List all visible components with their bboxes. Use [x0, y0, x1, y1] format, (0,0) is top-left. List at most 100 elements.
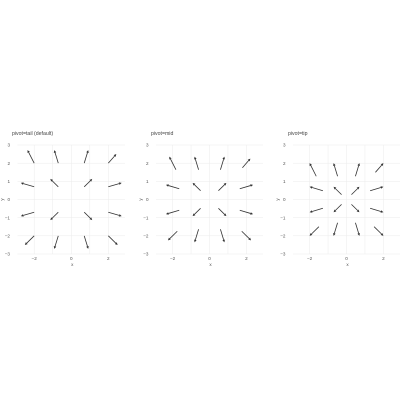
- y-tick-label: −2: [143, 233, 149, 238]
- arrow-head: [356, 186, 360, 190]
- y-tick-label: 3: [7, 143, 10, 148]
- arrow-head: [333, 163, 336, 167]
- arrow-head: [248, 237, 252, 241]
- arrow-head: [333, 209, 337, 213]
- y-tick-label: 2: [146, 161, 149, 166]
- grid: [293, 144, 400, 255]
- arrow-head: [192, 182, 196, 186]
- arrow-head: [194, 239, 197, 243]
- arrow-shaft: [51, 211, 59, 219]
- arrow-shaft: [310, 165, 317, 177]
- y-tick-label: 2: [7, 161, 10, 166]
- arrow-shaft: [108, 183, 120, 188]
- x-tick-label: 0: [208, 256, 211, 261]
- arrow-shaft: [83, 152, 88, 164]
- panel-tip: pivot=tip −3 −2 −1 0 1 2 3 −2 0 2 x y: [275, 131, 400, 267]
- y-tick-label: −2: [5, 233, 11, 238]
- arrow-shaft: [370, 187, 382, 192]
- y-tick-label: 3: [283, 143, 286, 148]
- arrow-shaft: [54, 152, 59, 164]
- arrows: [20, 150, 122, 249]
- arrow-head: [86, 150, 89, 153]
- arrow-head: [357, 163, 360, 167]
- arrow-shaft: [220, 229, 225, 241]
- arrow-head: [20, 182, 24, 185]
- arrow-shaft: [170, 158, 177, 170]
- x-tick-label: −2: [307, 256, 313, 261]
- arrow-shaft: [168, 209, 180, 214]
- arrow-shaft: [335, 204, 342, 211]
- y-tick-label: −3: [5, 252, 11, 257]
- y-tick-label: 1: [283, 179, 286, 184]
- x-tick-label: 0: [345, 256, 348, 261]
- panels-container: pivot=tail (default) −3 −2 −1 0 1 2 3 −2 0 2 x y pivo…: [0, 131, 400, 267]
- y-tick-label: 0: [283, 197, 286, 202]
- y-tick-label: 0: [146, 197, 149, 202]
- arrow-head: [356, 209, 360, 213]
- x-tick-label: −2: [170, 256, 176, 261]
- arrow-shaft: [335, 188, 342, 195]
- arrow-head: [333, 232, 336, 236]
- arrow-shaft: [351, 204, 358, 211]
- arrow-shaft: [194, 158, 199, 170]
- arrow-head: [118, 182, 122, 185]
- x-axis-label: x: [71, 262, 74, 267]
- arrow-shaft: [108, 211, 120, 216]
- arrow-head: [223, 213, 227, 217]
- arrow-head: [250, 212, 254, 215]
- arrow-head: [169, 156, 172, 160]
- arrow-head: [53, 150, 57, 153]
- y-tick-label: 1: [146, 179, 149, 184]
- arrow-shaft: [54, 235, 59, 247]
- arrow-shaft: [23, 183, 35, 188]
- arrow-head: [165, 184, 169, 187]
- arrow-head: [309, 233, 313, 236]
- arrow-head: [86, 246, 89, 249]
- y-tick-label: −3: [280, 252, 286, 257]
- x-tick-label: 2: [382, 256, 385, 261]
- panel-tail: pivot=tail (default) −3 −2 −1 0 1 2 3 −2 0 2 x y: [0, 131, 125, 267]
- arrow-shaft: [28, 152, 35, 164]
- y-tick-label: −1: [143, 215, 149, 220]
- arrow-head: [309, 186, 313, 189]
- arrow-head: [309, 210, 313, 213]
- arrow-shaft: [311, 226, 320, 235]
- arrow-head: [194, 156, 197, 160]
- arrow-shaft: [333, 222, 338, 234]
- arrow-shaft: [51, 180, 59, 188]
- arrow-shaft: [242, 160, 249, 169]
- arrow-head: [50, 217, 54, 221]
- arrow-shaft: [23, 211, 35, 216]
- arrows: [309, 163, 384, 236]
- arrow-shaft: [194, 184, 201, 191]
- arrow-shaft: [370, 207, 382, 212]
- arrows: [165, 156, 254, 243]
- arrow-head: [223, 182, 227, 186]
- y-tick-label: 2: [283, 161, 286, 166]
- arrow-shaft: [194, 229, 199, 241]
- arrow-shaft: [218, 208, 225, 215]
- arrow-shaft: [108, 155, 115, 164]
- arrow-head: [27, 150, 30, 153]
- arrow-shaft: [194, 208, 201, 215]
- arrow-shaft: [373, 226, 382, 235]
- arrow-shaft: [169, 230, 178, 239]
- arrow-shaft: [239, 209, 251, 214]
- panel-title: pivot=mid: [151, 131, 173, 137]
- arrow-head: [357, 232, 360, 236]
- x-tick-label: 2: [245, 256, 248, 261]
- arrow-head: [380, 186, 384, 189]
- arrow-head: [192, 213, 196, 217]
- arrow-shaft: [239, 185, 251, 190]
- panel-title: pivot=tail (default): [12, 131, 53, 137]
- arrow-head: [380, 163, 384, 166]
- arrow-head: [118, 214, 122, 217]
- panel-title: pivot=tip: [288, 131, 308, 137]
- arrow-head: [250, 184, 254, 187]
- y-axis-label: y: [138, 198, 143, 201]
- arrow-head: [89, 217, 93, 221]
- arrow-head: [24, 242, 28, 245]
- arrow-head: [222, 239, 225, 243]
- arrow-shaft: [83, 235, 88, 247]
